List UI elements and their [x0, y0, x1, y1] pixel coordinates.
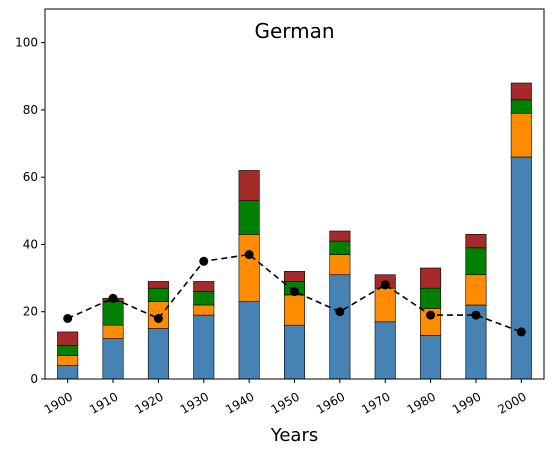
x-tick-label-1990: 1990	[450, 389, 483, 416]
bar-1930-segment-1	[193, 314, 215, 380]
line-point-1930	[199, 256, 209, 266]
bar-2000-segment-4	[510, 82, 532, 101]
bar-1900-segment-3	[57, 345, 79, 356]
line-point-1920	[153, 313, 163, 323]
y-tick-label-60: 60	[23, 170, 38, 184]
x-tick-label-1960: 1960	[314, 389, 347, 416]
x-axis-label: Years	[270, 425, 319, 446]
bars-layer	[57, 82, 532, 380]
bar-1980-segment-3	[420, 287, 442, 309]
line-point-2000	[516, 327, 526, 337]
bar-1950-segment-2	[283, 294, 306, 326]
line-point-1990	[471, 310, 481, 320]
bar-2000-segment-1	[510, 156, 532, 380]
bar-1900-segment-2	[57, 355, 79, 366]
bar-1940-segment-1	[238, 301, 260, 380]
x-tick-label-1950: 1950	[269, 389, 302, 416]
line-point-1900	[63, 313, 73, 323]
y-tick-label-20: 20	[23, 305, 38, 319]
x-tick-label-1970: 1970	[359, 389, 392, 416]
bar-1920-segment-4	[147, 281, 169, 289]
bar-1960-segment-1	[329, 274, 351, 380]
line-point-1970	[380, 280, 390, 290]
bar-1970-segment-2	[374, 287, 396, 323]
bar-1910-segment-1	[102, 338, 124, 380]
bar-1930-segment-4	[193, 281, 215, 292]
bar-1980-segment-1	[420, 334, 442, 380]
line-point-1940	[244, 250, 254, 260]
bar-2000-segment-3	[510, 99, 532, 114]
x-tick-label-1920: 1920	[132, 389, 165, 416]
line-point-1980	[426, 310, 436, 320]
bar-1930-segment-2	[193, 304, 215, 316]
bar-1990-segment-4	[465, 234, 487, 249]
bar-1960-segment-2	[329, 254, 351, 276]
y-tick-label-100: 100	[15, 36, 38, 50]
x-tick-label-1930: 1930	[178, 389, 211, 416]
bar-1940-segment-3	[238, 200, 260, 235]
bar-1960-segment-3	[329, 240, 351, 255]
y-tick-label-0: 0	[30, 372, 38, 386]
bar-1990-segment-3	[465, 247, 487, 276]
bar-1900-segment-1	[57, 365, 79, 380]
dashed-line	[67, 253, 522, 333]
bar-1980-segment-4	[420, 267, 442, 289]
bar-1920-segment-1	[147, 328, 169, 380]
y-tick-label-80: 80	[23, 103, 38, 117]
x-axis: 1900 1910 1920 1930 1940 1950 1960 1970 1980 1990…	[42, 379, 529, 417]
bar-1950-segment-4	[283, 271, 306, 282]
bar-1930-segment-3	[193, 291, 215, 306]
bar-1910-segment-3	[102, 301, 124, 326]
line-layer	[63, 250, 526, 337]
chart-title: German	[254, 19, 334, 43]
line-point-1910	[108, 293, 118, 303]
y-axis: 0 20 40 60 80 100	[15, 36, 45, 386]
bar-1970-segment-1	[374, 321, 396, 380]
bar-1900-segment-4	[57, 331, 79, 346]
bar-1940-segment-2	[238, 234, 260, 302]
x-tick-label-1980: 1980	[405, 389, 438, 416]
bar-1940-segment-4	[238, 170, 260, 202]
x-tick-label-1940: 1940	[223, 389, 256, 416]
bar-1990-segment-2	[465, 274, 487, 306]
bar-2000-segment-2	[510, 112, 532, 158]
x-tick-label-2000: 2000	[495, 389, 528, 416]
bar-1950-segment-1	[283, 324, 306, 380]
y-tick-label-40: 40	[23, 237, 38, 251]
bar-1920-segment-3	[147, 287, 169, 302]
x-tick-label-1900: 1900	[42, 389, 75, 416]
x-tick-label-1910: 1910	[87, 389, 120, 416]
line-point-1950	[290, 287, 299, 297]
line-point-1960	[335, 307, 345, 317]
bar-1910-segment-2	[102, 324, 124, 339]
bar-1960-segment-4	[329, 230, 351, 242]
